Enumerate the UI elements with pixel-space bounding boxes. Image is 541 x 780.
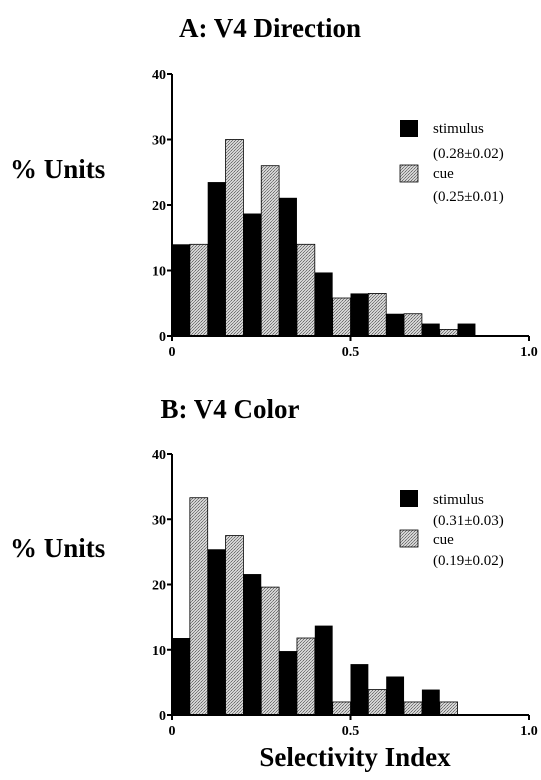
panel-b-x-tick-label-2: 1.0 — [520, 724, 538, 739]
panel-a-stimulus-bar-1 — [207, 182, 226, 336]
panel-b-x-tick-label-1: 0.5 — [342, 724, 360, 739]
panel-b-stimulus-bar-2 — [243, 574, 262, 715]
panel-b-legend: stimulus (0.31±0.03) cue (0.19±0.02) — [399, 490, 504, 569]
panel-a-cue-bar-4 — [332, 297, 351, 337]
panel-b-stimulus-bar-0 — [172, 638, 190, 715]
panel-a-cue-bar-0 — [189, 243, 209, 337]
panel-a-y-tick-label-3: 30 — [152, 134, 166, 149]
panel-a-x-tick-label-2: 1.0 — [520, 345, 538, 360]
panel-a-x-tick-label-0: 0 — [169, 345, 176, 360]
panel-b-cue-bar-5 — [367, 689, 387, 716]
panel-b-stimulus-bar-5 — [350, 664, 369, 715]
panel-b-cue-bar-7 — [439, 701, 459, 716]
panel-a-stimulus-bar-8 — [457, 323, 476, 336]
panel-b-stimulus-bar-4 — [314, 625, 333, 715]
panel-b-legend-cue-label: cue — [433, 532, 454, 548]
panel-a-stimulus-bar-6 — [386, 313, 405, 336]
panel-a-cue-bar-5 — [367, 293, 387, 337]
panel-b-y-tick-label-3: 30 — [152, 513, 166, 528]
panel-b-bars — [172, 497, 459, 716]
panel-b-legend-stimulus-swatch — [400, 490, 418, 507]
panel-b-y-tick-label-4: 40 — [152, 448, 166, 463]
panel-b-stimulus-bar-3 — [279, 651, 297, 715]
panel-a-legend: stimulus (0.28±0.02) cue (0.25±0.01) — [399, 120, 504, 205]
panel-a-stimulus-bar-4 — [314, 272, 333, 336]
panel-a-stimulus-bar-0 — [172, 244, 190, 336]
panel-b-x-tick-label-0: 0 — [169, 724, 176, 739]
panel-a-legend-cue-label: cue — [433, 166, 454, 182]
panel-b: B: V4 Color % Units 0 10 20 30 40 0 0.5 1.0 sti… — [10, 394, 538, 739]
panel-b-cue-bar-0 — [189, 497, 209, 716]
panel-a: A: V4 Direction % Units 0 10 20 30 40 0 0.5 1.0… — [10, 13, 538, 360]
panel-a-y-axis-label: % Units — [10, 154, 105, 184]
panel-a-cue-bar-1 — [225, 139, 244, 337]
panel-b-legend-cue-stat: (0.19±0.02) — [433, 553, 504, 569]
panel-a-stimulus-bar-5 — [350, 293, 369, 336]
panel-a-y-tick-label-1: 10 — [152, 265, 166, 280]
panel-a-ticks: 0 10 20 30 40 0 0.5 1.0 — [152, 68, 538, 360]
panel-b-stimulus-bar-6 — [386, 676, 405, 715]
panel-b-cue-bar-6 — [403, 701, 423, 716]
panel-b-legend-stimulus-label: stimulus — [433, 492, 484, 508]
panel-b-title: B: V4 Color — [161, 394, 300, 424]
panel-b-stimulus-bar-1 — [207, 549, 226, 715]
panel-a-title: A: V4 Direction — [179, 13, 361, 43]
panel-b-cue-bar-2 — [260, 586, 280, 716]
x-axis-label: Selectivity Index — [259, 742, 451, 772]
panel-a-stimulus-bar-7 — [421, 323, 440, 336]
panel-a-stimulus-bar-3 — [279, 197, 297, 336]
panel-a-x-tick-label-1: 0.5 — [342, 345, 360, 360]
panel-a-stimulus-bar-2 — [243, 213, 262, 336]
panel-a-cue-bar-2 — [260, 165, 280, 337]
panel-a-y-tick-label-0: 0 — [159, 330, 166, 345]
panel-a-legend-stimulus-stat: (0.28±0.02) — [433, 146, 504, 162]
panel-a-cue-bar-6 — [403, 313, 423, 337]
panel-b-cue-bar-4 — [332, 701, 351, 716]
panel-a-y-tick-label-4: 40 — [152, 68, 166, 83]
panel-b-y-axis-label: % Units — [10, 533, 105, 563]
panel-a-bars — [172, 139, 476, 337]
panel-b-ticks: 0 10 20 30 40 0 0.5 1.0 — [152, 448, 538, 739]
panel-b-legend-stimulus-stat: (0.31±0.03) — [433, 513, 504, 529]
panel-b-legend-cue-swatch — [399, 529, 419, 548]
panel-b-y-tick-label-2: 20 — [152, 579, 166, 594]
panel-b-cue-bar-1 — [225, 535, 244, 716]
panel-b-y-tick-label-1: 10 — [152, 644, 166, 659]
panel-a-legend-cue-stat: (0.25±0.01) — [433, 189, 504, 205]
panel-b-stimulus-bar-7 — [421, 689, 440, 715]
panel-a-cue-bar-3 — [296, 243, 316, 337]
panel-b-y-tick-label-0: 0 — [159, 709, 166, 724]
panel-a-legend-cue-swatch — [399, 164, 419, 183]
panel-a-legend-stimulus-swatch — [400, 120, 418, 137]
panel-a-legend-stimulus-label: stimulus — [433, 121, 484, 137]
panel-a-y-tick-label-2: 20 — [152, 199, 166, 214]
panel-b-cue-bar-3 — [296, 637, 316, 716]
